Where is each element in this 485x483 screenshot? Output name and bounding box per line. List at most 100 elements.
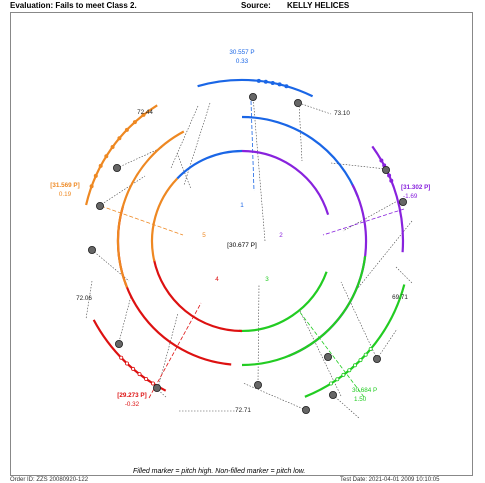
pitch-dot-marker: [335, 377, 340, 382]
blade-3-outer-arc: [304, 284, 406, 398]
blade-3-deviation-label: 1.50: [354, 396, 367, 403]
pitch-dot-marker: [144, 376, 149, 381]
guide-line-12: [118, 295, 132, 343]
blade-4-deviation-label: -0.32: [125, 401, 140, 408]
guide-line-19: [376, 328, 398, 360]
pitch-marker: [381, 165, 390, 174]
blade-1-reference-line: [250, 100, 255, 192]
guide-line-14: [98, 175, 146, 207]
center-pitch-label: [30.677 P]: [227, 242, 257, 249]
blade-2-deviation-label: -1.69: [403, 193, 418, 200]
pitch-dot-marker: [358, 358, 363, 363]
blade-5-inner-arc: [150, 177, 179, 262]
blade-4-reference-line: [148, 302, 202, 399]
blade-1-deviation-label: 0.33: [236, 58, 249, 65]
order-id-text: Order ID: ZZS 20080920-122: [10, 477, 89, 483]
gap-value: 72.71: [235, 407, 251, 414]
guide-line-3: [298, 102, 303, 162]
pitch-marker: [253, 380, 262, 389]
pitch-dot-marker: [256, 78, 261, 83]
gap-value: 73.10: [334, 110, 350, 117]
blade-5-pitch-label: [31.569 P]: [50, 182, 79, 189]
pitch-marker: [248, 93, 257, 102]
guide-line-9: [242, 382, 307, 411]
pitch-marker: [96, 201, 105, 210]
pitch-marker: [113, 163, 122, 172]
blade-3-pitch-label: 30.684 P: [352, 387, 377, 394]
pitch-dot-marker: [150, 381, 155, 386]
blade-arcs: [85, 78, 406, 398]
source-label: Source:: [241, 1, 271, 10]
pitch-dot-marker: [263, 79, 268, 84]
pitch-dot-marker: [387, 173, 392, 178]
blade-5-reference-line: [100, 205, 184, 236]
legend-text: Filled marker = pitch high. Non-filled m…: [133, 468, 306, 475]
pitch-dot-marker: [117, 136, 122, 141]
pitch-dot-marker: [131, 366, 136, 371]
blade-1-pitch-label: 30.557 P: [229, 49, 254, 56]
pitch-marker: [88, 245, 97, 254]
pitch-dot-marker: [104, 154, 109, 159]
pitch-dot-marker: [132, 120, 137, 125]
pitch-diagram: [30.677 P] 1 2 3 4 5 73.10 69.71 72.71 72.06 72.4…: [50, 49, 430, 419]
pitch-dot-marker: [119, 355, 124, 360]
pitch-marker: [328, 390, 337, 399]
blade-4-pitch-label: [29.273 P]: [117, 392, 146, 399]
sector-number-2: 2: [279, 232, 283, 239]
pitch-dot-marker: [277, 82, 282, 87]
guide-line-23: [298, 102, 332, 115]
blade-4-inner-arc: [152, 259, 243, 333]
guide-line-15: [116, 146, 164, 169]
pitch-dot-marker: [125, 361, 130, 366]
pitch-dot-marker: [352, 363, 357, 368]
blade-5-deviation-label: 0.19: [59, 191, 72, 198]
blade-2-inner-arc: [241, 149, 330, 216]
blade-3-inner-arc: [238, 271, 328, 333]
blade-1-middle-arc: [241, 115, 359, 197]
guide-line-20: [395, 266, 413, 284]
gap-value: 69.71: [392, 294, 408, 301]
guide-line-6: [357, 220, 413, 289]
blade-1-outer-arc: [197, 78, 314, 98]
test-date-text: Test Date: 2021-04-01 2009 10:10:05: [340, 477, 440, 483]
gap-value: 72.06: [76, 295, 92, 302]
pitch-dot-marker: [341, 372, 346, 377]
source-value: KELLY HELICES: [287, 1, 350, 10]
sector-number-5: 5: [202, 232, 206, 239]
pitch-dot-marker: [363, 352, 368, 357]
sector-number-4: 4: [215, 276, 219, 283]
pitch-dot-marker: [93, 173, 98, 178]
pitch-dot-marker: [379, 158, 384, 163]
pitch-dot-marker: [270, 81, 275, 86]
guide-line-5: [342, 198, 402, 232]
pitch-dot-marker: [98, 163, 103, 168]
gap-value: 72.44: [137, 109, 153, 116]
pitch-marker: [323, 352, 332, 361]
guide-line-10: [257, 283, 260, 384]
blade-5-outer-arc: [85, 104, 158, 206]
pitch-dot-marker: [328, 381, 333, 386]
guide-line-1: [252, 95, 266, 242]
pitch-dot-marker: [368, 346, 373, 351]
blade-1-inner-arc: [176, 149, 243, 180]
blade-4-middle-arc: [116, 206, 232, 366]
guide-line-17: [170, 105, 199, 169]
guide-line-7: [340, 281, 378, 360]
blade-2-outer-arc: [371, 145, 405, 253]
pitch-marker: [293, 99, 302, 108]
pitch-dot-marker: [89, 184, 94, 189]
pitch-dot-marker: [124, 127, 129, 132]
diagram-labels: [30.677 P] 1 2 3 4 5 73.10 69.71 72.71 72.06 72.4…: [50, 49, 430, 414]
pitch-marker: [398, 197, 407, 206]
pitch-marker: [301, 405, 310, 414]
pitch-dot-marker: [389, 178, 394, 183]
pitch-marker: [372, 354, 381, 363]
pitch-marker: [152, 383, 161, 392]
pitch-dot-marker: [284, 84, 289, 89]
evaluation-text: Evaluation: Fails to meet Class 2.: [10, 1, 137, 10]
sector-number-1: 1: [240, 202, 244, 209]
pitch-marker: [115, 339, 124, 348]
pitch-dot-marker: [347, 368, 352, 373]
sector-number-3: 3: [265, 276, 269, 283]
guide-line-2: [183, 102, 211, 186]
